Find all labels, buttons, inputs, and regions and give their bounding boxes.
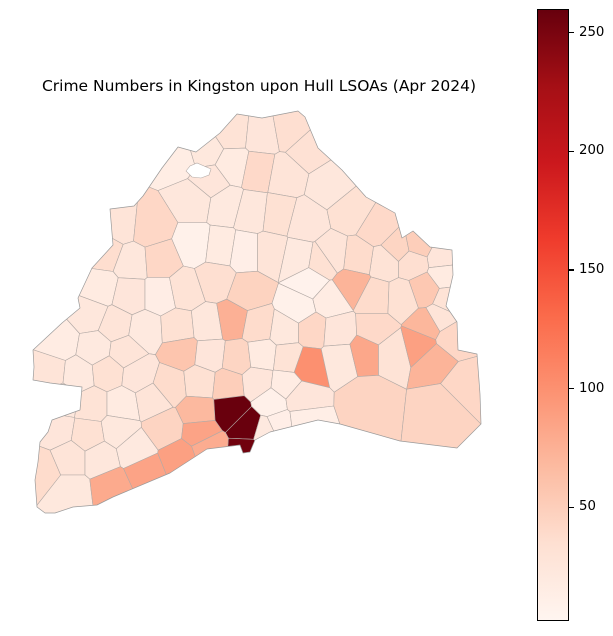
lsoa-region <box>389 383 481 513</box>
lsoa-region <box>33 382 79 418</box>
lsoa-region <box>303 111 455 211</box>
lsoa-region <box>33 111 140 245</box>
lsoa-region <box>187 111 252 150</box>
lake-hole <box>185 162 212 179</box>
lsoa-region <box>247 338 277 371</box>
lsoa-region <box>402 111 481 258</box>
lsoa-region <box>221 437 329 513</box>
colorbar-tick-label: 250 <box>579 24 605 40</box>
colorbar-tick-label: 50 <box>579 499 596 515</box>
lsoa-region <box>160 307 195 344</box>
colorbar: 50 100 150 200 250 <box>537 9 604 621</box>
lsoa-region <box>440 349 481 444</box>
colorbar-tick-label: 150 <box>579 261 605 277</box>
chart-title: Crime Numbers in Kingston upon Hull LSOA… <box>41 77 477 95</box>
lsoa-region <box>333 374 407 513</box>
colorbar-tick <box>569 506 574 508</box>
colorbar-tick <box>569 32 574 34</box>
lsoa-region <box>191 430 229 513</box>
lsoa-region <box>37 111 196 191</box>
lsoa-region <box>33 186 124 272</box>
colorbar-tick <box>569 150 574 152</box>
lsoa-cells-layer <box>33 111 481 513</box>
lsoa-region <box>74 385 108 422</box>
map-outline <box>32 110 482 514</box>
colorbar-tick-label: 200 <box>579 143 605 159</box>
lsoa-region <box>355 111 455 247</box>
lsoa-region <box>426 116 481 269</box>
lsoa-region <box>123 452 193 513</box>
lsoa-region <box>33 474 98 513</box>
lsoa-region <box>157 438 223 513</box>
colorbar-gradient <box>537 9 569 621</box>
colorbar-tick <box>569 269 574 271</box>
colorbar-tick <box>569 387 574 390</box>
lsoa-region <box>285 111 435 175</box>
colorbar-tick-label: 100 <box>579 380 605 396</box>
